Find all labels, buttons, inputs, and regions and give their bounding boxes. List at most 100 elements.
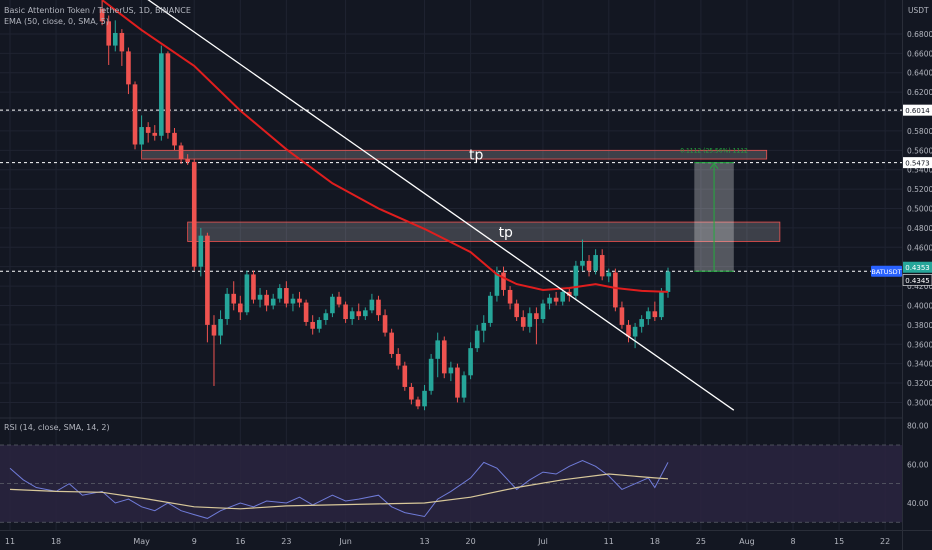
y-tick-label: 0.4800 bbox=[907, 224, 932, 233]
candle-body bbox=[369, 299, 375, 311]
candle-body bbox=[132, 84, 138, 145]
rsi-ma-line bbox=[9, 473, 669, 510]
x-tick-label: Jul bbox=[537, 537, 548, 546]
y-tick-label: 0.4600 bbox=[907, 243, 932, 252]
candle-body bbox=[270, 298, 276, 306]
price-axis[interactable]: USDT0.68000.66000.64000.62000.60000.5800… bbox=[902, 0, 932, 550]
candle-body bbox=[303, 302, 309, 322]
candle-body bbox=[284, 288, 289, 304]
zones: tp tp bbox=[141, 148, 781, 242]
candle-body bbox=[395, 353, 401, 366]
candle-body bbox=[428, 358, 434, 391]
candle-body bbox=[435, 340, 441, 359]
rsi-tick-label: 40.00 bbox=[907, 499, 929, 508]
symbol-badge bbox=[871, 265, 902, 277]
x-tick-label: 23 bbox=[281, 537, 291, 546]
symbol-badge-label: BATUSDT bbox=[871, 268, 901, 276]
candle-body bbox=[527, 313, 533, 327]
candle-body bbox=[363, 310, 368, 317]
candle-body bbox=[159, 53, 164, 136]
candle-body bbox=[198, 235, 204, 267]
ema-legend[interactable]: EMA (50, close, 0, SMA, 5) bbox=[4, 17, 109, 26]
x-tick-label: 13 bbox=[419, 537, 429, 546]
level-badge-label: 0.5473 bbox=[905, 160, 930, 168]
candle-body bbox=[639, 319, 644, 327]
tp-zone bbox=[141, 149, 768, 160]
x-tick-label: 25 bbox=[696, 537, 706, 546]
candle-body bbox=[632, 326, 638, 337]
candle-body bbox=[336, 296, 342, 305]
candle-body bbox=[237, 303, 243, 313]
candle-body bbox=[356, 311, 362, 317]
candle-body bbox=[145, 127, 151, 133]
candle-body bbox=[455, 367, 460, 398]
candle-body bbox=[547, 297, 552, 304]
candle-body bbox=[540, 303, 546, 320]
candle-body bbox=[99, 8, 105, 22]
candle-body bbox=[231, 293, 237, 304]
candle-body bbox=[178, 145, 184, 160]
candle-body bbox=[659, 291, 664, 318]
rsi-line bbox=[9, 459, 669, 519]
candle-body bbox=[573, 265, 579, 296]
trendline bbox=[147, 0, 735, 411]
grid bbox=[0, 0, 902, 530]
candle-body bbox=[422, 390, 427, 407]
candle-body bbox=[257, 294, 263, 300]
time-axis[interactable]: 11 18 May 9 16 23 Jun 13 20 Jul 11 18 25 Aug 8 15 22 bbox=[0, 530, 932, 547]
x-tick-label: 8 bbox=[790, 537, 795, 546]
measure-tool: 0.1112 (25.56%) 1112 bbox=[680, 148, 748, 272]
price-badge bbox=[902, 274, 932, 286]
measure-label: 0.1112 (25.56%) 1112 bbox=[680, 148, 748, 155]
candle-body bbox=[481, 322, 487, 331]
y-tick-label: 0.4200 bbox=[907, 282, 932, 291]
candle-body bbox=[494, 272, 500, 296]
y-tick-label: 0.6400 bbox=[907, 69, 932, 78]
candle-body bbox=[251, 274, 256, 300]
rsi-tick-label: 80.00 bbox=[907, 422, 929, 431]
candle-body bbox=[488, 295, 493, 323]
tp-zone bbox=[187, 221, 781, 242]
x-tick-label: 16 bbox=[235, 537, 245, 546]
candle-body bbox=[520, 317, 526, 327]
level-badge-label: 0.6014 bbox=[905, 107, 930, 115]
rsi-legend[interactable]: RSI (14, close, SMA, 14, 2) bbox=[4, 423, 110, 432]
candle-body bbox=[560, 291, 566, 302]
candle-body bbox=[474, 330, 480, 349]
candle-body bbox=[645, 311, 651, 320]
candle-body bbox=[297, 298, 302, 303]
symbol-legend[interactable]: Basic Attention Token / TetherUS, 1D, BI… bbox=[4, 6, 191, 15]
level-badge bbox=[903, 104, 932, 116]
candle-body bbox=[323, 313, 329, 321]
candle-body bbox=[119, 32, 125, 52]
candle-body bbox=[507, 289, 513, 304]
candle-body bbox=[264, 294, 269, 306]
price-badge-label: 0.4345 bbox=[905, 277, 930, 285]
x-tick-label: 9 bbox=[192, 537, 197, 546]
y-tick-label: 0.6800 bbox=[907, 30, 932, 39]
price-badge-label: 0.4353 bbox=[905, 264, 930, 272]
rsi-tick-label: 60.00 bbox=[907, 460, 929, 469]
y-tick-label: 0.3400 bbox=[907, 360, 932, 369]
x-tick-label: 15 bbox=[834, 537, 844, 546]
candle-body bbox=[580, 260, 585, 266]
candle-body bbox=[343, 304, 348, 320]
candle-body bbox=[310, 321, 315, 329]
candle-body bbox=[316, 320, 322, 329]
y-tick-label: 0.3600 bbox=[907, 340, 932, 349]
candle-body bbox=[106, 21, 112, 46]
candle-body bbox=[126, 51, 131, 85]
candle-body bbox=[402, 365, 408, 387]
candle-body bbox=[448, 367, 454, 374]
candle-body bbox=[409, 386, 414, 400]
candle-body bbox=[191, 161, 197, 267]
y-tick-label: 0.5800 bbox=[907, 127, 932, 136]
x-tick-label: 11 bbox=[5, 537, 15, 546]
x-tick-label: Aug bbox=[739, 537, 755, 546]
candle-body bbox=[514, 303, 519, 318]
candle-body bbox=[211, 324, 217, 336]
y-tick-label: 0.3000 bbox=[907, 398, 932, 407]
candle-body bbox=[415, 399, 421, 407]
candle-body bbox=[205, 235, 210, 325]
x-tick-label: 18 bbox=[51, 537, 61, 546]
